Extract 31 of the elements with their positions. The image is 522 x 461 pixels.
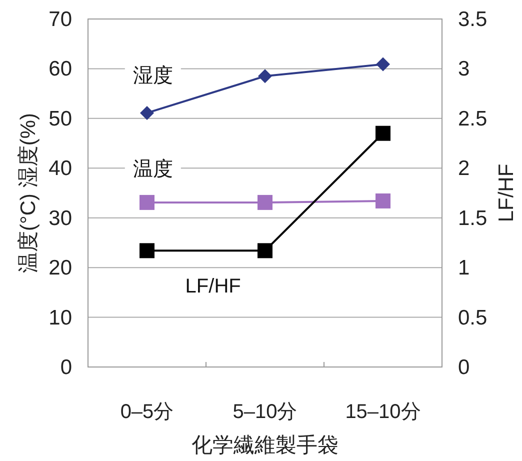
point xyxy=(140,106,154,120)
series-label: LF/HF xyxy=(185,275,241,298)
y-tick-label: 70 xyxy=(48,8,72,31)
y2-tick-label: 0 xyxy=(458,356,470,379)
y2-tick-label: 1.5 xyxy=(458,206,488,230)
point xyxy=(376,57,390,72)
x-tick-label: 15–10分 xyxy=(345,401,421,423)
x-axis-title: 化学繊維製手袋 xyxy=(192,434,338,457)
y2-axis-title: LF/HF xyxy=(495,164,518,222)
y-tick-label: 30 xyxy=(48,206,72,230)
y-tick-label: 60 xyxy=(48,58,72,81)
y2-tick-label: 2 xyxy=(458,157,470,180)
series-label: 温度 xyxy=(132,158,173,181)
y-axis-title: 温度(°C) 湿度(%) xyxy=(17,112,40,274)
point xyxy=(258,69,272,84)
x-tick-label: 0–5分 xyxy=(120,401,174,423)
y-tick-label: 50 xyxy=(48,107,72,130)
y2-tick-label: 3 xyxy=(458,58,470,81)
series-label: 湿度 xyxy=(132,65,173,88)
y-tick-label: 40 xyxy=(48,157,72,180)
y2-tick-label: 0.5 xyxy=(458,306,488,330)
y-tick-label: 0 xyxy=(60,356,72,379)
y-tick-label: 10 xyxy=(48,306,72,330)
y-tick-label: 20 xyxy=(48,256,72,280)
y2-tick-label: 1 xyxy=(458,256,470,280)
y2-tick-label: 2.5 xyxy=(458,107,488,130)
point xyxy=(258,194,272,210)
x-tick-label: 5–10分 xyxy=(232,401,298,423)
point xyxy=(376,193,390,208)
y2-tick-label: 3.5 xyxy=(458,8,488,31)
point xyxy=(140,194,154,210)
